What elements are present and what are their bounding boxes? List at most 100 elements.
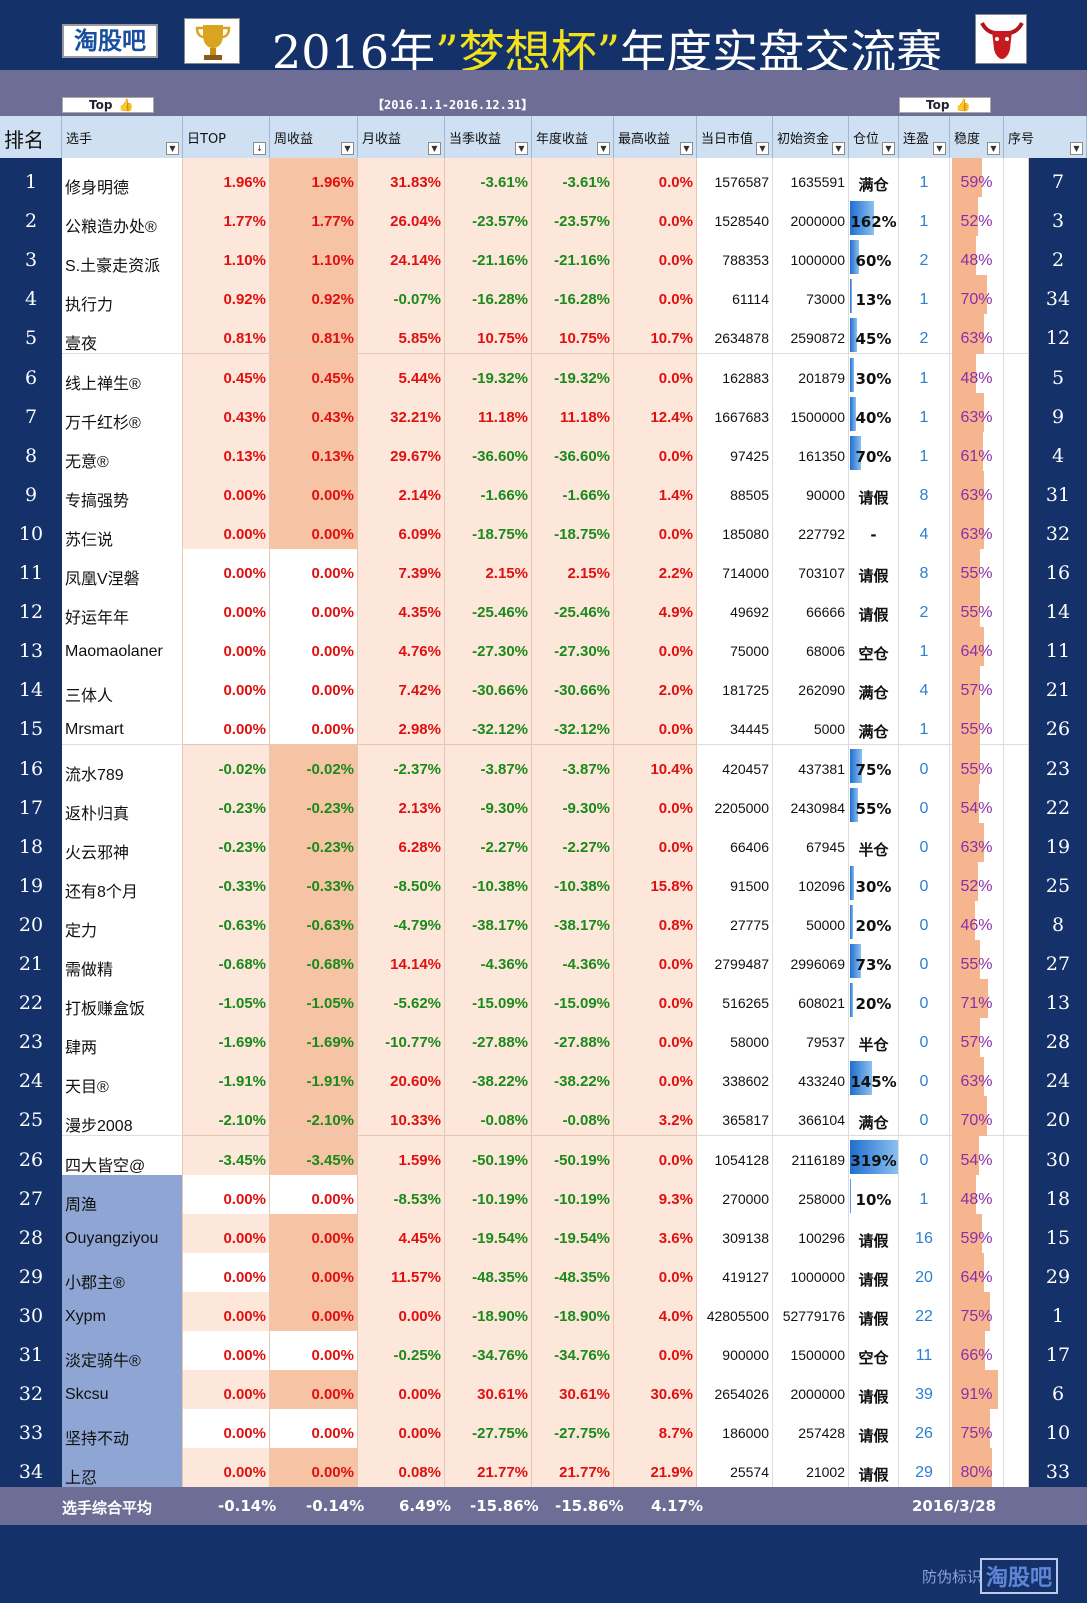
player-name[interactable]: 壹夜 [62,314,183,355]
player-name[interactable]: 万千红杉® [62,392,183,433]
player-name[interactable]: 公粮造办处® [62,197,183,238]
top-button-right[interactable]: Top 👍 [899,97,991,113]
player-name[interactable]: 打板赚盒饭 [62,979,183,1020]
player-name[interactable]: 返朴归真 [62,783,183,824]
player-name[interactable]: Skcsu [62,1370,183,1411]
stability-value: 55% [960,721,993,739]
seq-number: 22 [1029,783,1087,824]
player-name[interactable]: Mrsmart [62,705,183,746]
market-value: 270000 [697,1174,773,1215]
stability-value: 57% [960,682,993,700]
player-name[interactable]: 还有8个月 [62,861,183,902]
filter-dropdown-icon[interactable]: ▼ [933,142,946,155]
player-name[interactable]: 漫步2008 [62,1096,183,1137]
week-return: 0.00% [270,666,358,707]
max-return: 10.7% [614,314,697,355]
player-name[interactable]: 天目® [62,1057,183,1098]
position-cell: 请假 [849,1252,899,1293]
filter-dropdown-icon[interactable]: ▼ [756,142,769,155]
filter-dropdown-icon[interactable]: ▼ [832,142,845,155]
filter-dropdown-icon[interactable]: ▼ [882,142,895,155]
market-value: 162883 [697,353,773,394]
player-name[interactable]: 火云邪神 [62,822,183,863]
filter-dropdown-icon[interactable]: ▼ [987,142,1000,155]
market-value: 419127 [697,1252,773,1293]
top-button-left[interactable]: Top 👍 [62,97,154,113]
win-streak: 0 [899,1135,950,1176]
week-return: -0.68% [270,940,358,980]
day-return: 0.00% [183,549,270,589]
player-name[interactable]: 无意® [62,431,183,472]
stability-cell: 59% [950,1213,1004,1254]
position-value: 请假 [858,1309,889,1328]
table-row: 5 壹夜 0.81% 0.81% 5.85% 10.75% 10.75% 10.7% 26348… [0,314,1087,355]
position-bar [850,1061,872,1096]
filter-dropdown-icon[interactable]: ↓ [253,142,266,155]
header-max: 最高收益 ▼ [614,116,697,158]
spacer-cell [1004,158,1029,198]
position-cell: 145% [849,1057,899,1098]
filter-dropdown-icon[interactable]: ▼ [515,142,528,155]
player-name[interactable]: 流水789 [62,744,183,785]
filter-dropdown-icon[interactable]: ▼ [428,142,441,155]
player-name[interactable]: Xypm [62,1291,183,1332]
rank-number: 23 [0,1018,62,1059]
initial-capital: 1635591 [773,158,849,198]
player-name[interactable]: 定力 [62,900,183,941]
max-return: 0.0% [614,1331,697,1371]
stability-bar [952,940,980,980]
position-cell: 请假 [849,470,899,511]
seq-number: 1 [1029,1291,1087,1332]
stability-cell: 63% [950,509,1004,550]
player-name[interactable]: 坚持不动 [62,1409,183,1450]
player-name[interactable]: 好运年年 [62,588,183,629]
stability-value: 46% [960,916,993,934]
player-name[interactable]: Maomaolaner [62,627,183,668]
rank-number: 28 [0,1213,62,1254]
table-row: 1 修身明德 1.96% 1.96% 31.83% -3.61% -3.61% 0.0% 157… [0,158,1087,198]
initial-capital: 67945 [773,822,849,863]
win-streak: 0 [899,783,950,824]
rank-number: 1 [0,158,62,198]
filter-dropdown-icon[interactable]: ▼ [597,142,610,155]
player-name[interactable]: 四大皆空@ [62,1135,183,1176]
spacer-cell [1004,275,1029,316]
position-value: 满仓 [858,176,889,194]
player-name[interactable]: 执行力 [62,275,183,316]
stability-cell: 63% [950,470,1004,511]
player-name[interactable]: 凤凰V涅磐 [62,549,183,589]
filter-dropdown-icon[interactable]: ▼ [166,142,179,155]
position-cell: - [849,509,899,550]
seq-number: 28 [1029,1018,1087,1059]
stability-bar [952,470,984,511]
player-name[interactable]: 专搞强势 [62,470,183,511]
win-streak: 0 [899,1018,950,1059]
player-name[interactable]: 肆两 [62,1018,183,1059]
player-name[interactable]: 上忍 [62,1448,183,1489]
stability-bar [952,705,980,746]
player-name[interactable]: 周渔 [62,1174,183,1215]
player-name[interactable]: 修身明德 [62,158,183,198]
player-name[interactable]: 三体人 [62,666,183,707]
season-return: -18.75% [445,509,532,550]
year-return: -27.88% [532,1018,614,1059]
filter-dropdown-icon[interactable]: ▼ [341,142,354,155]
season-return: 10.75% [445,314,532,355]
player-name[interactable]: 需做精 [62,940,183,980]
player-name[interactable]: 苏仨说 [62,509,183,550]
position-value: 满仓 [858,1114,889,1133]
day-return: 0.13% [183,431,270,472]
player-name[interactable]: Ouyangziyou [62,1213,183,1254]
player-name[interactable]: 淡定骑牛® [62,1331,183,1371]
month-return: 7.42% [358,666,445,707]
player-name[interactable]: 线上禅生® [62,353,183,394]
filter-dropdown-icon[interactable]: ▼ [1070,142,1083,155]
position-cell: 60% [849,236,899,277]
win-streak: 0 [899,1057,950,1098]
player-name[interactable]: S.土豪走资派 [62,236,183,277]
player-name[interactable]: 小郡主® [62,1252,183,1293]
filter-dropdown-icon[interactable]: ▼ [680,142,693,155]
stability-value: 80% [960,1464,993,1482]
year-return: -18.90% [532,1291,614,1332]
stability-value: 91% [960,1386,993,1404]
